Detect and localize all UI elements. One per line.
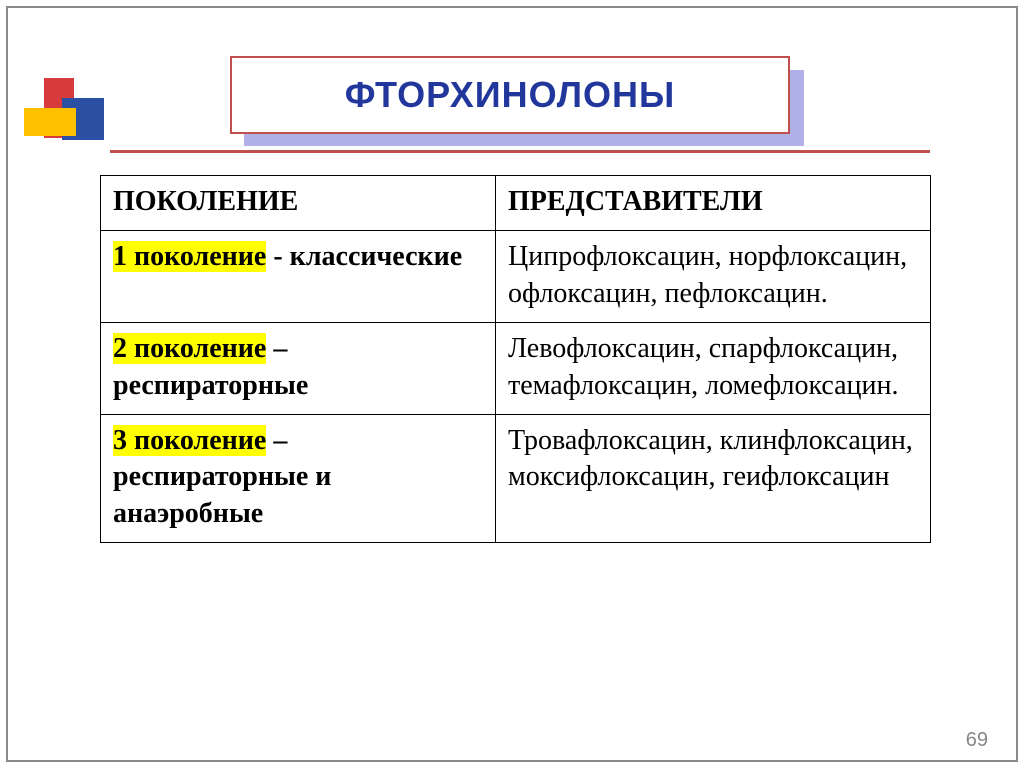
corner-decor [24,78,104,158]
generation-highlight: 1 поколение [113,241,266,272]
header-generation: ПОКОЛЕНИЕ [101,176,496,231]
page-number: 69 [966,729,988,752]
decor-yellow-rect [24,108,76,136]
header-representatives: ПРЕДСТАВИТЕЛИ [496,176,931,231]
generation-highlight: 3 поколение [113,425,266,456]
generations-table: ПОКОЛЕНИЕ ПРЕДСТАВИТЕЛИ 1 поколение - кл… [100,175,931,543]
title-container: ФТОРХИНОЛОНЫ [230,56,790,146]
cell-generation: 3 поколение – респираторные и анаэробные [101,414,496,542]
cell-generation: 2 поколение – респираторные [101,323,496,415]
cell-representatives: Левофлоксацин, спарфлоксацин, темафлокса… [496,323,931,415]
table-header-row: ПОКОЛЕНИЕ ПРЕДСТАВИТЕЛИ [101,176,931,231]
cell-generation: 1 поколение - классические [101,231,496,323]
cell-representatives: Ципрофлоксацин, норфлоксацин, офлоксацин… [496,231,931,323]
separator-line [110,150,930,153]
page-title: ФТОРХИНОЛОНЫ [345,74,676,116]
title-box: ФТОРХИНОЛОНЫ [230,56,790,134]
table-row: 3 поколение – респираторные и анаэробные… [101,414,931,542]
cell-representatives: Тровафлоксацин, клинфлоксацин, моксифлок… [496,414,931,542]
table-row: 2 поколение – респираторные Левофлоксаци… [101,323,931,415]
generation-label-rest: - классические [266,241,462,272]
generation-highlight: 2 поколение [113,333,266,364]
table-row: 1 поколение - классические Ципрофлоксаци… [101,231,931,323]
